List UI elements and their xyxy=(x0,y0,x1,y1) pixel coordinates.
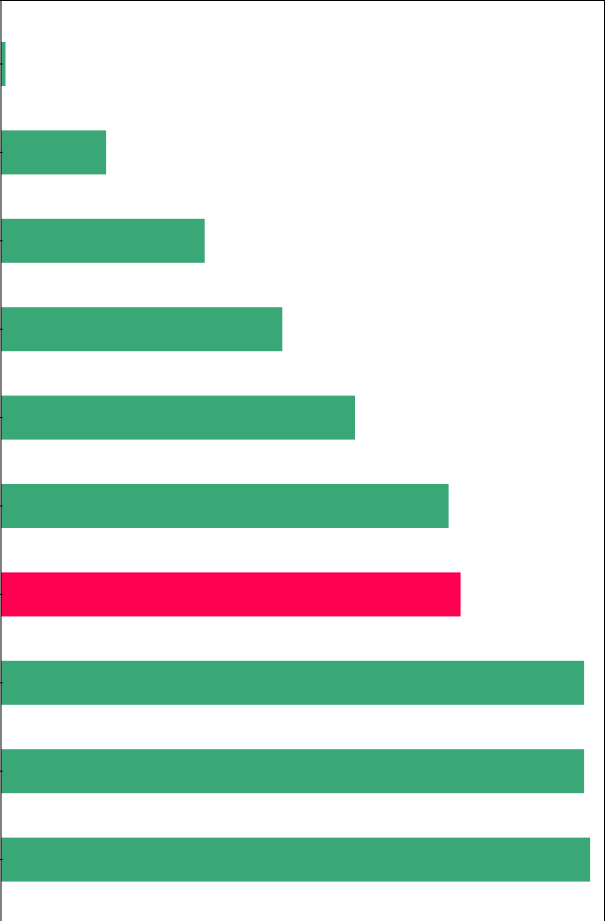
bar xyxy=(1,307,283,352)
bars-layer xyxy=(1,42,591,882)
bar xyxy=(1,660,585,705)
bar xyxy=(1,749,585,794)
bar xyxy=(1,837,591,882)
bar-highlighted xyxy=(1,572,461,617)
bar xyxy=(1,130,107,175)
bar xyxy=(1,484,449,528)
bar xyxy=(1,218,205,263)
bar xyxy=(1,42,6,86)
bar xyxy=(1,395,355,440)
